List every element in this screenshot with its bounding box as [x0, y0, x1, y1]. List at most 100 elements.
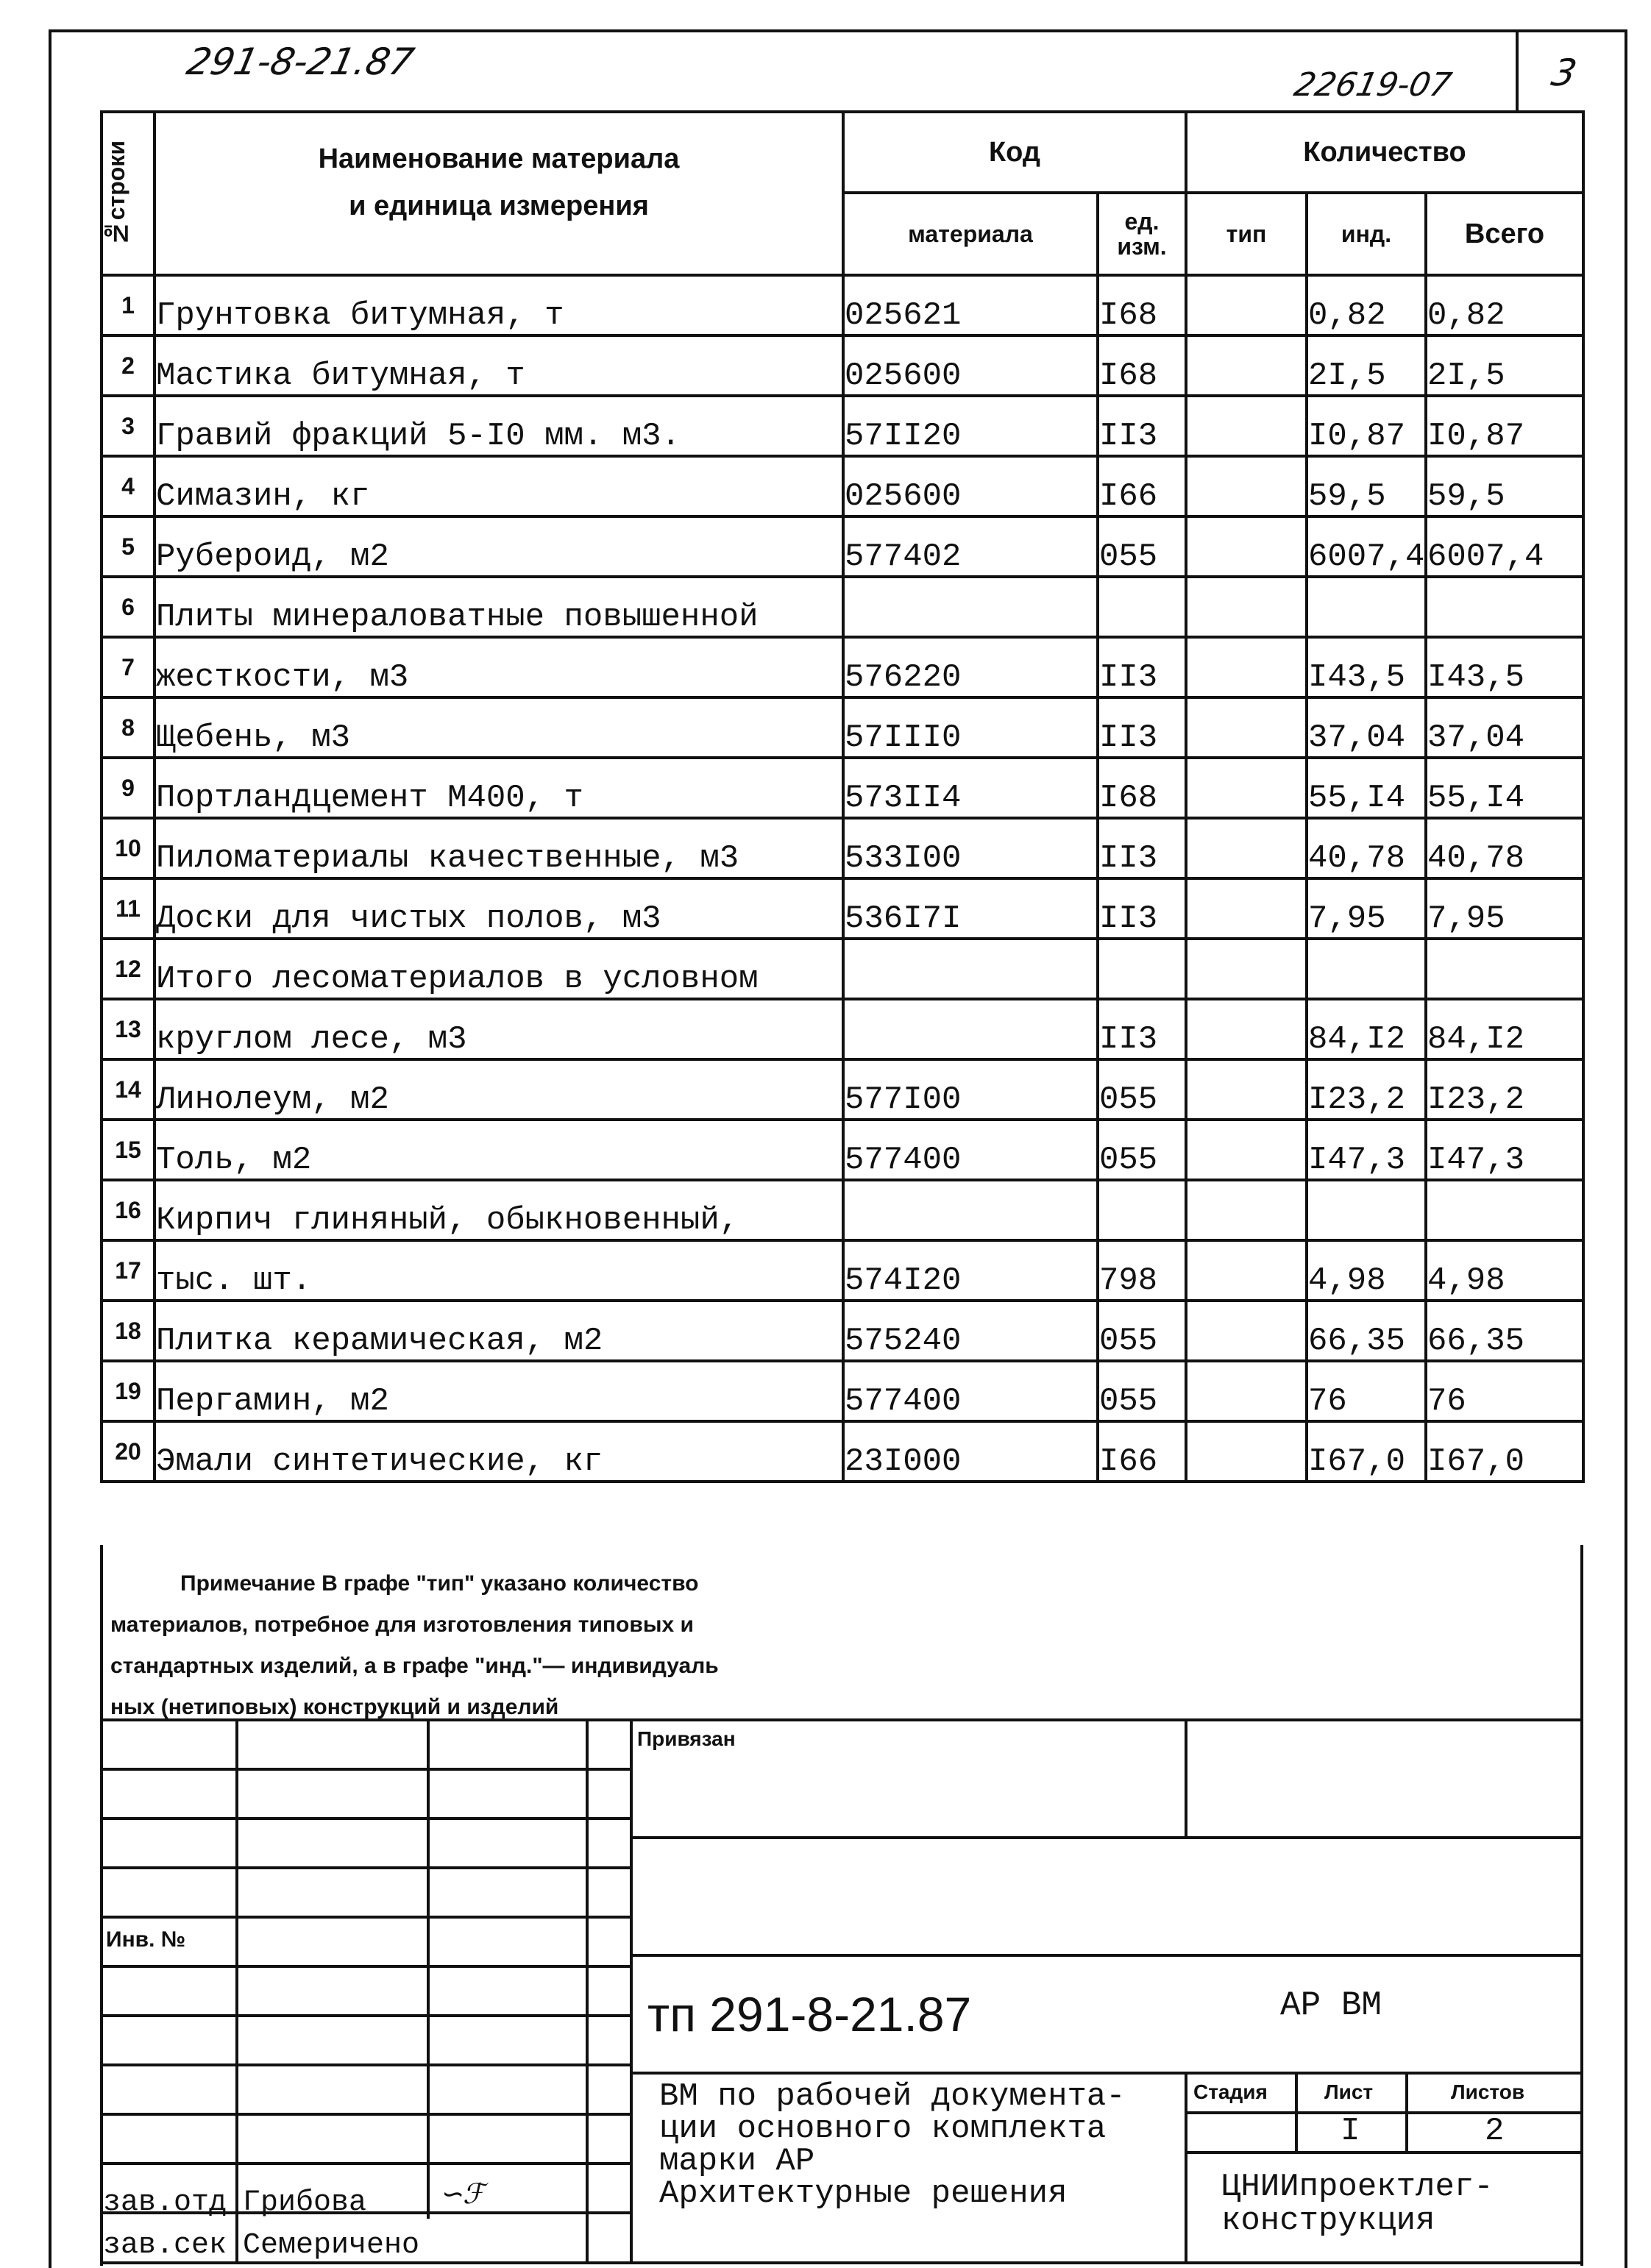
- row-number: 11: [100, 877, 156, 940]
- description-line: ВМ по рабочей документа-: [659, 2078, 1126, 2115]
- table-row: 18 Плитка керамическая, м2 575240 055 66,35 6…: [100, 1299, 1585, 1362]
- table-row: 6 Плиты минераловатные повышенной: [100, 575, 1585, 639]
- qty-total: 59,5: [1424, 455, 1585, 518]
- unit-code: 055: [1096, 1058, 1187, 1121]
- unit-code: 055: [1096, 1118, 1187, 1181]
- signer-name: Грибова: [243, 2186, 367, 2219]
- qty-ind: 59,5: [1305, 455, 1427, 518]
- material-code: 574I20: [842, 1239, 1099, 1302]
- qty-ind: [1305, 575, 1427, 639]
- attached-label: Привязан: [637, 1727, 736, 1750]
- qty-total: I43,5: [1424, 636, 1585, 699]
- description-line: Архитектурные решения: [659, 2175, 1068, 2212]
- qty-total: 66,35: [1424, 1299, 1585, 1362]
- material-name: Эмали синтетические, кг: [153, 1420, 845, 1483]
- unit-code: II3: [1096, 817, 1187, 880]
- note-border-right: [1580, 1545, 1583, 2266]
- material-name: Грунтовка битумная, т: [153, 274, 845, 337]
- unit-code: 798: [1096, 1239, 1187, 1302]
- qty-ind: 84,I2: [1305, 998, 1427, 1061]
- grid-line: [1185, 2111, 1583, 2114]
- grid-line: [100, 1866, 630, 1869]
- unit-code: I68: [1096, 334, 1187, 397]
- grid-line: [586, 1718, 589, 2263]
- qty-type: [1185, 1420, 1308, 1483]
- material-code: 573II4: [842, 756, 1099, 820]
- qty-type: [1185, 636, 1308, 699]
- material-name: Гравий фракций 5-I0 мм. м3.: [153, 394, 845, 458]
- table-row: 3 Гравий фракций 5-I0 мм. м3. 57II20 II3 I0,…: [100, 394, 1585, 458]
- note-line: ных (нетиповых) конструкций и изделий: [110, 1695, 559, 1719]
- row-number: 12: [100, 937, 156, 1000]
- stage-label: Стадия: [1193, 2080, 1268, 2103]
- doc-number: тп 291-8-21.87: [647, 1987, 972, 2041]
- grid-line: [100, 2113, 630, 2116]
- qty-total: 37,04: [1424, 696, 1585, 759]
- unit-code: I68: [1096, 274, 1187, 337]
- qty-total: 84,I2: [1424, 998, 1585, 1061]
- page-frame-right: [1625, 29, 1627, 2268]
- qty-type: [1185, 394, 1308, 458]
- material-code: 575240: [842, 1299, 1099, 1362]
- row-number: 7: [100, 636, 156, 699]
- row-number: 19: [100, 1359, 156, 1423]
- unit-code: II3: [1096, 696, 1187, 759]
- qty-ind: 37,04: [1305, 696, 1427, 759]
- grid-line: [427, 1718, 430, 2219]
- inventory-handwritten: 22619-07: [1290, 66, 1455, 104]
- qty-total: 6007,4: [1424, 515, 1585, 578]
- row-number: 17: [100, 1239, 156, 1302]
- grid-line: [100, 2014, 630, 2017]
- qty-type: [1185, 998, 1308, 1061]
- qty-ind: I0,87: [1305, 394, 1427, 458]
- grid-line: [100, 1965, 630, 1968]
- page-number-box-border: [1516, 29, 1519, 113]
- grid-line: [630, 1718, 633, 2263]
- col-code-group: Код: [842, 110, 1187, 194]
- qty-type: [1185, 696, 1308, 759]
- material-name: Пергамин, м2: [153, 1359, 845, 1423]
- row-number: 3: [100, 394, 156, 458]
- row-number: 10: [100, 817, 156, 880]
- qty-type: [1185, 334, 1308, 397]
- unit-code: 055: [1096, 1299, 1187, 1362]
- table-row: 5 Рубероид, м2 577402 055 6007,4 6007,4: [100, 515, 1585, 578]
- doc-description: ВМ по рабочей документа- ции основного к…: [659, 2080, 1126, 2210]
- row-number: 1: [100, 274, 156, 337]
- unit-code: [1096, 1179, 1187, 1242]
- note-line: стандартных изделий, а в графе "инд."— и…: [110, 1654, 719, 1678]
- col-code-unit: ед. изм.: [1096, 191, 1187, 277]
- material-name: Портландцемент М400, т: [153, 756, 845, 820]
- qty-total: 2I,5: [1424, 334, 1585, 397]
- table-row: 8 Щебень, м3 57III0 II3 37,04 37,04: [100, 696, 1585, 759]
- qty-type: [1185, 1359, 1308, 1423]
- table-row: 17 тыс. шт. 574I20 798 4,98 4,98: [100, 1239, 1585, 1302]
- material-code: 025621: [842, 274, 1099, 337]
- qty-total: 55,I4: [1424, 756, 1585, 820]
- material-code: 577400: [842, 1118, 1099, 1181]
- unit-code: I68: [1096, 756, 1187, 820]
- grid-line: [1185, 1718, 1187, 1836]
- row-number: 14: [100, 1058, 156, 1121]
- title-block-top: [100, 1718, 1583, 1721]
- table-row: 10 Пиломатериалы качественные, м3 533I00 II…: [100, 817, 1585, 880]
- qty-type: [1185, 1239, 1308, 1302]
- qty-ind: I67,0: [1305, 1420, 1427, 1483]
- unit-code: II3: [1096, 636, 1187, 699]
- qty-ind: 55,I4: [1305, 756, 1427, 820]
- signer-role: зав.отд: [103, 2186, 227, 2219]
- col-qty-type: тип: [1185, 191, 1308, 277]
- material-name: круглом лесе, м3: [153, 998, 845, 1061]
- row-number: 16: [100, 1179, 156, 1242]
- sheets-label: Листов: [1451, 2080, 1525, 2103]
- row-number: 8: [100, 696, 156, 759]
- organization-line: ЦНИИпроектлег-: [1221, 2169, 1494, 2205]
- page-number: 3: [1547, 51, 1580, 94]
- row-number: 2: [100, 334, 156, 397]
- material-code: [842, 998, 1099, 1061]
- unit-code: I66: [1096, 455, 1187, 518]
- sheet-label: Лист: [1324, 2080, 1374, 2103]
- description-line: марки АР: [659, 2143, 815, 2180]
- qty-ind: 66,35: [1305, 1299, 1427, 1362]
- qty-total: [1424, 937, 1585, 1000]
